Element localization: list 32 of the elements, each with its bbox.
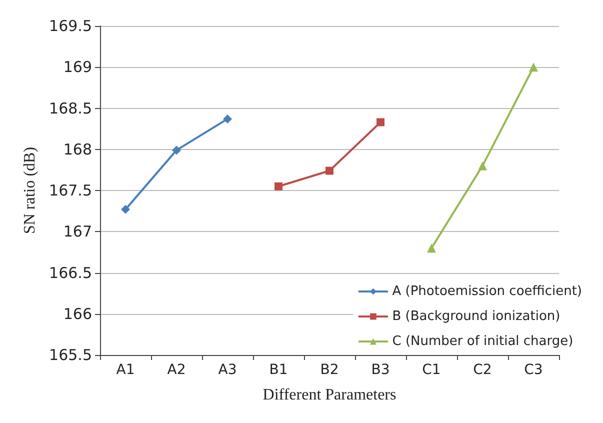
y-tick-label: 169.5 <box>49 17 92 35</box>
x-tick-label: C2 <box>473 362 492 378</box>
x-tick-label: A1 <box>116 362 135 378</box>
legend-label: A (Photoemission coefficient) <box>392 284 582 299</box>
x-tick-label: B2 <box>320 362 339 378</box>
x-axis-title: Different Parameters <box>262 386 396 404</box>
point <box>121 204 130 214</box>
point <box>274 182 282 190</box>
y-tick-label: 167 <box>63 222 92 241</box>
y-tick-label: 168.5 <box>49 99 92 118</box>
y-axis-title: SN ratio (dB) <box>22 146 39 234</box>
point <box>223 114 232 124</box>
legend-label: C (Number of initial charge) <box>392 334 574 349</box>
y-tick-label: 169 <box>63 58 92 76</box>
y-tick-label: 165.5 <box>49 346 92 364</box>
y-tick-label: 167.5 <box>49 182 92 200</box>
point <box>529 62 538 72</box>
y-tick-label: 168 <box>63 140 92 158</box>
x-tick-label: C1 <box>422 362 441 378</box>
x-tick-label: B3 <box>371 362 390 378</box>
y-tick-label: 166 <box>63 304 92 323</box>
x-tick-label: C3 <box>524 362 543 378</box>
x-tick-label: A3 <box>218 362 237 378</box>
point <box>172 146 181 155</box>
point <box>427 244 436 253</box>
legend-label: B (Background ionization) <box>392 309 560 324</box>
x-tick-label: A2 <box>167 362 186 378</box>
y-tick-label: 166.5 <box>49 264 92 282</box>
point <box>326 166 334 175</box>
point <box>376 118 384 126</box>
x-tick-label: B1 <box>269 362 288 378</box>
point <box>478 161 487 170</box>
